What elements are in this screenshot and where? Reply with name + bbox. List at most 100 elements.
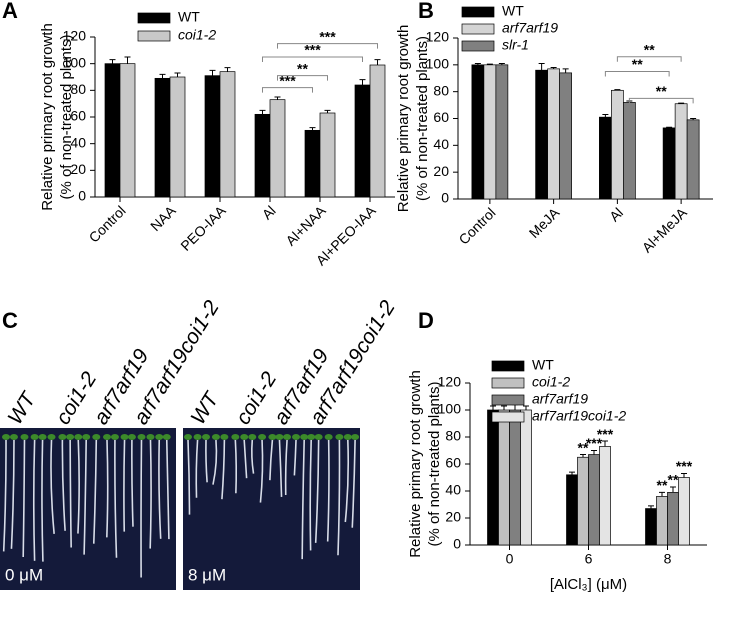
y-tick-label: 0 <box>441 190 449 206</box>
bar <box>577 456 589 546</box>
legend-label: slr-1 <box>502 37 529 53</box>
y-tick-label: 20 <box>70 161 86 177</box>
legend-swatch <box>491 411 525 423</box>
bar <box>645 508 657 546</box>
cotyledon <box>258 434 267 440</box>
cotyledon <box>127 434 136 440</box>
cotyledon <box>268 434 277 440</box>
significance-label: *** <box>319 28 336 44</box>
significance-bracket <box>262 87 313 93</box>
bar <box>678 477 690 546</box>
genotype-label: WT <box>186 387 224 429</box>
cotyledon <box>9 434 18 440</box>
y-axis-label: Relative primary root growth <box>407 370 424 558</box>
x-tick-label: 0 <box>506 551 514 567</box>
root <box>69 439 72 548</box>
error-bar <box>614 89 621 91</box>
y-tick-label: 100 <box>438 401 462 417</box>
error-bar <box>490 405 496 410</box>
significance-bracket <box>262 56 363 62</box>
root <box>337 439 341 556</box>
error-bar <box>498 62 505 65</box>
bar <box>471 64 485 200</box>
error-bar <box>690 118 697 120</box>
y-tick-label: 40 <box>70 134 86 150</box>
bar <box>498 409 510 546</box>
y-tick-label: 80 <box>445 428 461 444</box>
cotyledon <box>275 434 284 440</box>
y-axis-label: Relative primary root growth <box>395 25 412 213</box>
x-tick-label: PEO-IAA <box>177 202 229 254</box>
bar <box>520 409 532 546</box>
root <box>314 439 320 543</box>
cotyledon <box>220 434 229 440</box>
legend-label: WT <box>178 9 200 25</box>
bar <box>154 77 171 198</box>
bar <box>559 72 572 200</box>
bar <box>304 129 321 198</box>
error-bar <box>569 471 575 475</box>
y-tick-label: 60 <box>433 109 449 125</box>
legend-swatch <box>461 40 495 52</box>
cotyledon <box>343 434 352 440</box>
cotyledon <box>120 434 129 440</box>
root <box>301 439 305 560</box>
error-bar <box>109 59 116 64</box>
significance-label: ** <box>657 477 668 493</box>
root <box>41 439 44 562</box>
bar <box>483 64 497 200</box>
error-bar <box>324 109 331 113</box>
cotyledon <box>240 434 249 440</box>
bar <box>509 409 521 546</box>
error-bar <box>274 96 281 100</box>
error-bar <box>562 68 569 73</box>
panel-label: B <box>418 0 434 23</box>
y-axis-label: Relative primary root growth <box>39 23 56 211</box>
cotyledon <box>211 434 220 440</box>
y-tick-label: 20 <box>433 163 449 179</box>
bar <box>547 68 560 200</box>
error-bar <box>512 404 518 410</box>
cotyledon <box>74 434 83 440</box>
panel-label: D <box>418 308 434 333</box>
panel-label: A <box>2 0 18 23</box>
y-tick-label: 80 <box>433 82 449 98</box>
legend-swatch <box>137 12 171 24</box>
bar <box>662 127 676 200</box>
bar <box>686 119 700 200</box>
cotyledon <box>137 434 146 440</box>
error-bar <box>359 79 366 85</box>
cotyledon <box>38 434 47 440</box>
root <box>221 439 226 500</box>
legend-swatch <box>461 23 495 35</box>
significance-label: *** <box>279 72 296 88</box>
significance-label: *** <box>304 42 321 58</box>
cotyledon <box>30 434 39 440</box>
legend-label: coi1-2 <box>178 27 216 43</box>
y-tick-label: 120 <box>426 29 450 45</box>
legend-label: arf7arf19 <box>502 20 558 36</box>
error-bar <box>670 486 676 493</box>
cotyledon <box>201 434 210 440</box>
legend-label: WT <box>532 357 554 373</box>
error-bar <box>550 67 557 69</box>
root <box>22 439 26 558</box>
root <box>61 439 66 531</box>
bar <box>599 446 611 546</box>
cotyledon <box>184 434 192 440</box>
significance-label: ** <box>644 41 655 57</box>
bar <box>623 102 636 200</box>
x-tick-label: Al+MeJA <box>639 204 691 256</box>
error-bar <box>474 62 481 65</box>
legend-label: coi1-2 <box>532 374 570 390</box>
root <box>195 439 199 498</box>
cotyledon <box>231 434 240 440</box>
cotyledon <box>314 434 323 440</box>
root <box>77 439 80 534</box>
root <box>205 439 208 483</box>
cotyledon <box>102 434 111 440</box>
cotyledon <box>283 434 292 440</box>
error-bar <box>602 440 608 447</box>
error-bar <box>580 454 586 458</box>
error-bar <box>159 73 166 79</box>
